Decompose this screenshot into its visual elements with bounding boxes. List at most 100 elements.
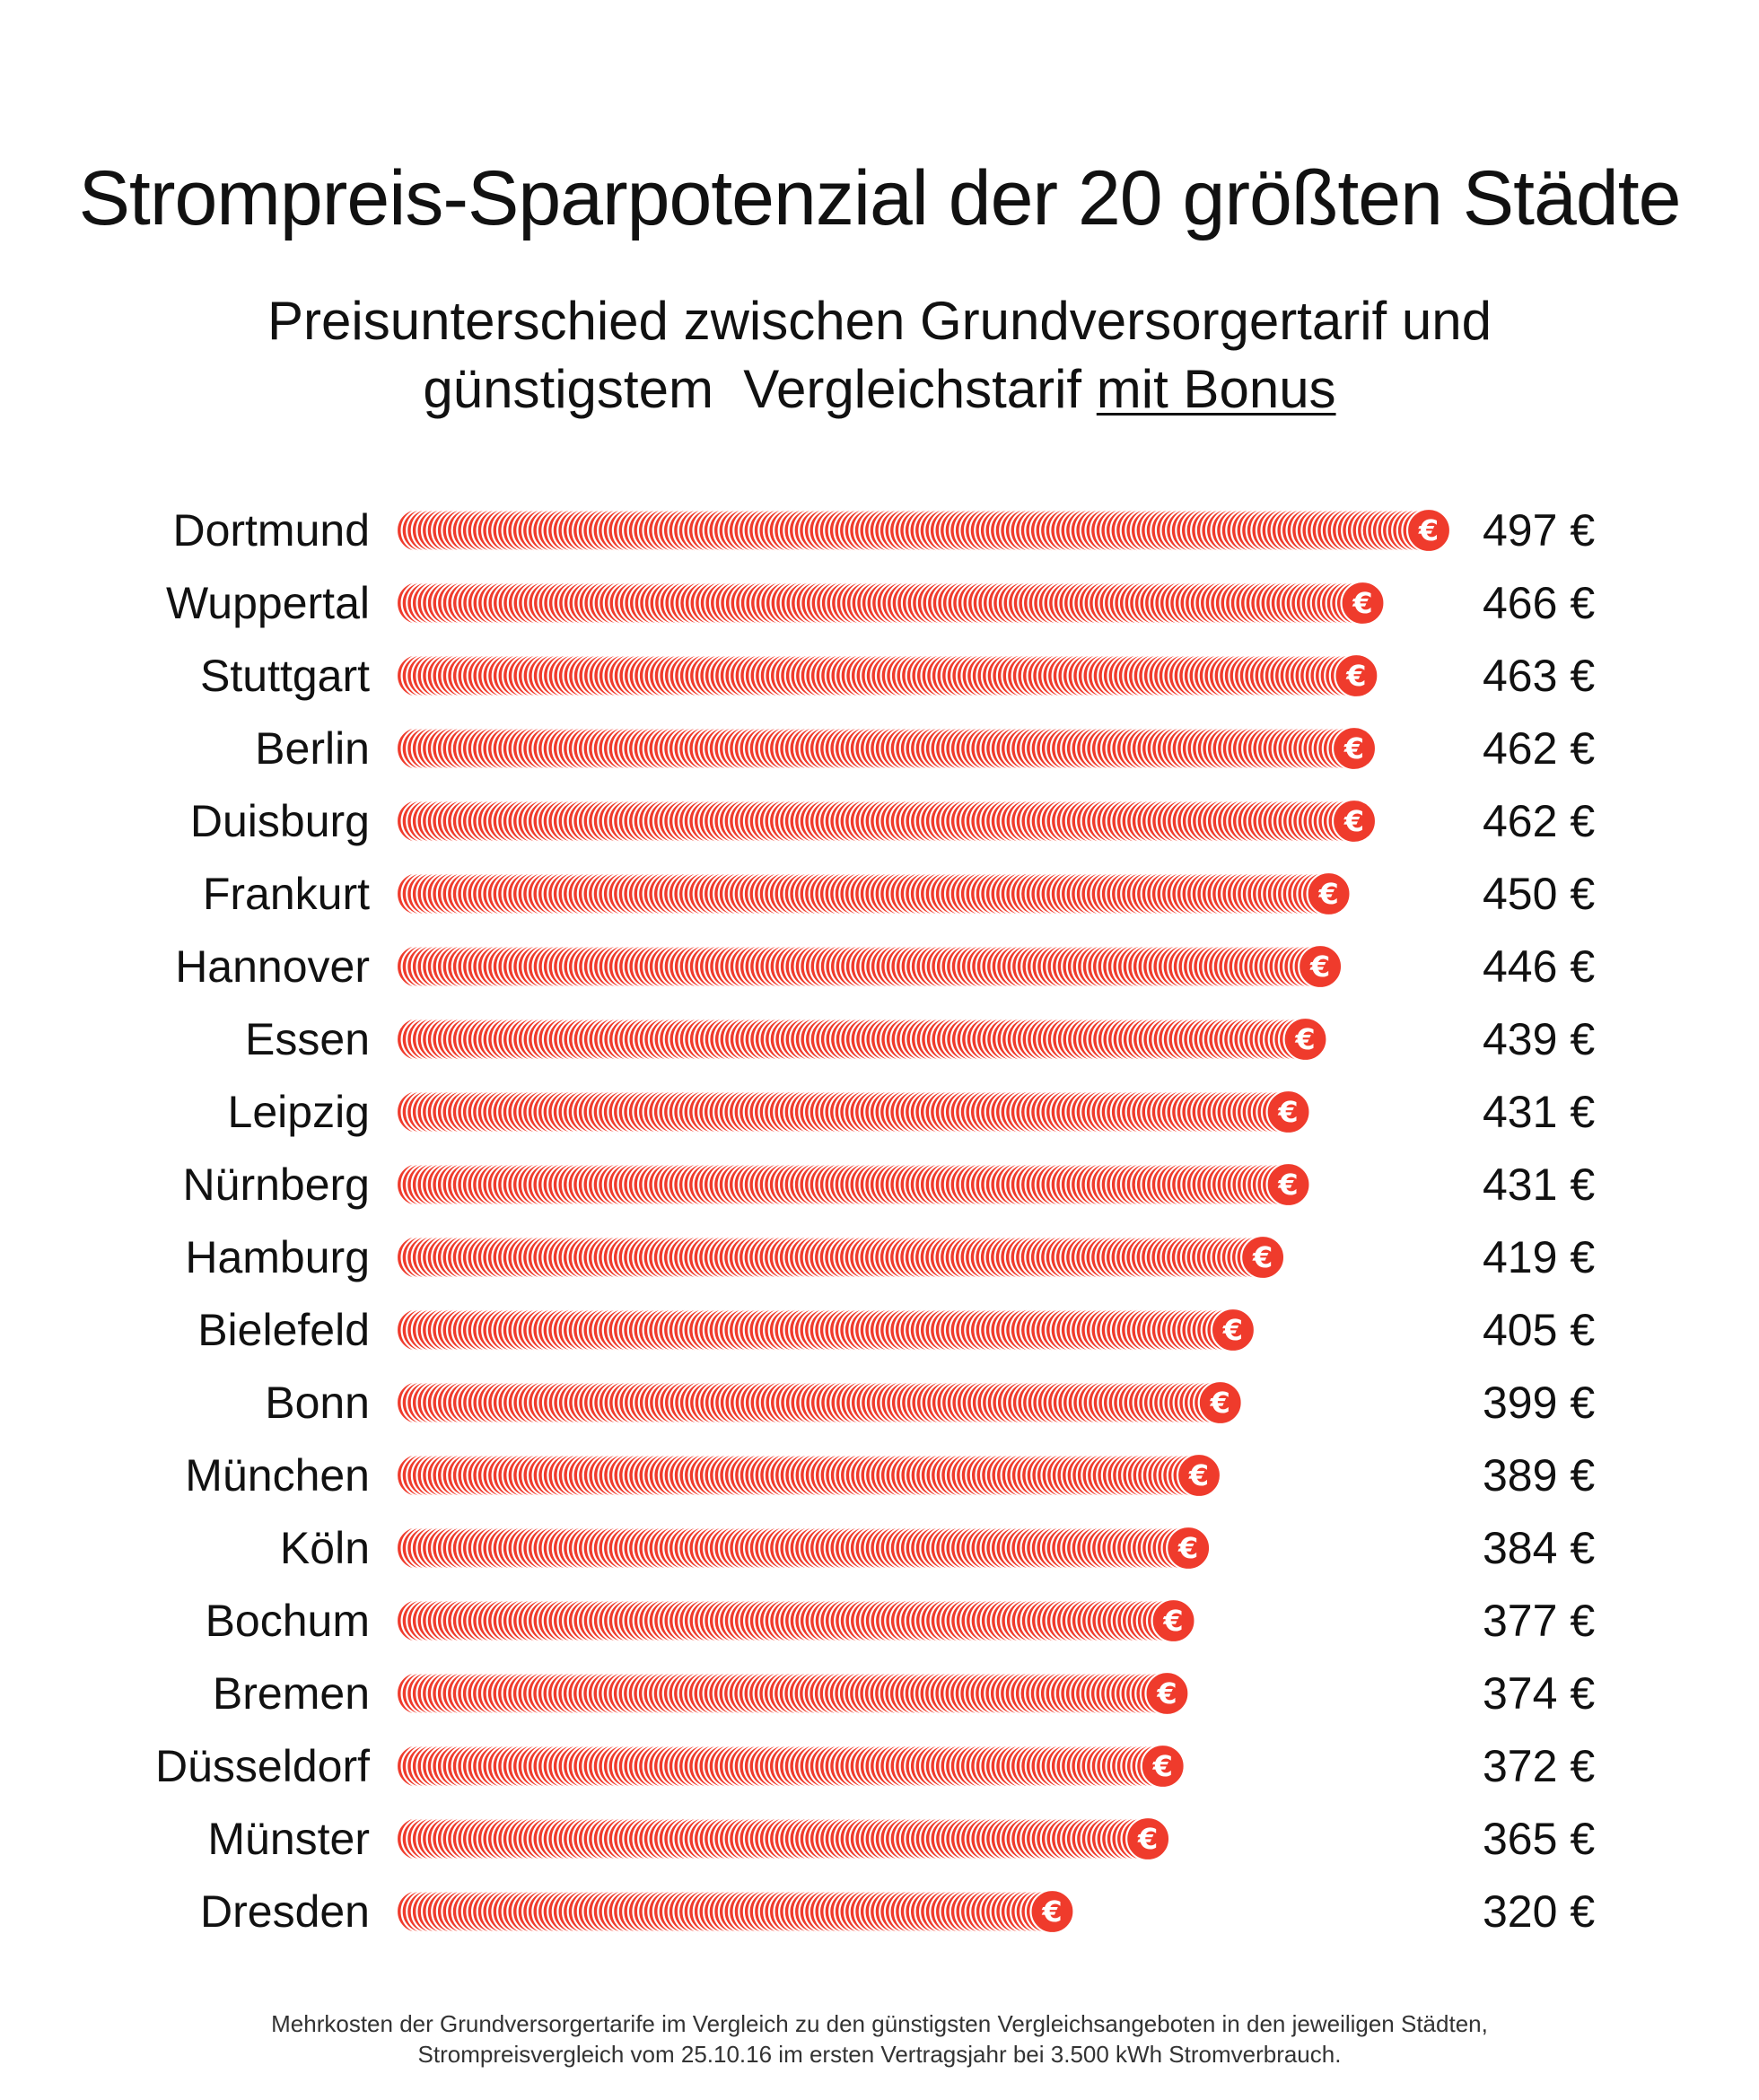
chart-subtitle: Preisunterschied zwischen Grundversorger…	[0, 287, 1759, 424]
category-label: Bielefeld	[197, 1305, 370, 1355]
coin-stack: €	[395, 1816, 1171, 1862]
euro-icon: €	[1137, 1822, 1158, 1856]
coin-front	[1282, 1016, 1328, 1063]
category-label: Leipzig	[227, 1087, 370, 1137]
coin-front	[1334, 652, 1379, 699]
coin-stack: €	[395, 725, 1378, 772]
coin-stack: €	[395, 1161, 1311, 1208]
bar: €	[395, 1450, 1222, 1501]
value-label: 497 €	[1483, 505, 1596, 556]
euro-icon: €	[1177, 1531, 1198, 1565]
coin-front	[1265, 1089, 1311, 1135]
coin-stack: €	[395, 580, 1386, 626]
chart-title: Strompreis-Sparpotenzial der 20 größten …	[78, 155, 1682, 241]
category-label: Bochum	[205, 1596, 370, 1646]
coin-front	[1298, 943, 1343, 990]
euro-icon: €	[1041, 1894, 1062, 1929]
euro-icon: €	[1210, 1386, 1230, 1420]
euro-icon: €	[1188, 1458, 1209, 1492]
coin-stack: €	[395, 1743, 1186, 1789]
euro-icon: €	[1418, 513, 1439, 547]
category-label: Dresden	[200, 1886, 370, 1937]
bar: €	[395, 1596, 1197, 1646]
euro-icon: €	[1222, 1313, 1243, 1347]
euro-icon: €	[1343, 731, 1364, 766]
coin-stack: €	[395, 1307, 1256, 1353]
footnote: Mehrkosten der Grundversorgertarife im V…	[0, 2008, 1759, 2069]
value-label: 439 €	[1483, 1014, 1596, 1064]
euro-icon: €	[1345, 659, 1366, 693]
bar: €	[395, 505, 1452, 556]
coin-front	[1144, 1670, 1190, 1717]
value-label: 450 €	[1483, 869, 1596, 919]
bar: €	[395, 1232, 1286, 1282]
coin-front	[1340, 580, 1386, 626]
coin-front	[1197, 1379, 1243, 1426]
coin-stack: €	[395, 652, 1379, 699]
coin-front	[1176, 1452, 1222, 1499]
coin-front	[1331, 798, 1378, 844]
category-label: Wuppertal	[166, 578, 370, 628]
coin-front	[1240, 1234, 1286, 1281]
value-label: 431 €	[1483, 1087, 1596, 1137]
bar: €	[395, 869, 1352, 919]
coin-front	[1029, 1888, 1075, 1935]
bar: €	[395, 1014, 1329, 1064]
coin-front	[1405, 507, 1452, 554]
bar: €	[395, 941, 1343, 992]
category-label: Dortmund	[172, 505, 370, 556]
coin-front	[1125, 1816, 1171, 1862]
bar: €	[395, 651, 1379, 701]
coin-front	[1166, 1525, 1212, 1571]
coin-front	[1140, 1743, 1186, 1789]
value-label: 399 €	[1483, 1378, 1596, 1428]
category-label: Bremen	[212, 1668, 370, 1719]
subtitle-line-2: günstigstem Vergleichstarif mit Bonus	[0, 355, 1759, 424]
category-label: Berlin	[255, 723, 370, 774]
bar: €	[395, 1087, 1312, 1137]
coin-stack: €	[395, 798, 1378, 844]
bar: €	[395, 1523, 1212, 1573]
coin-stack: €	[395, 1379, 1243, 1426]
category-label: Düsseldorf	[155, 1741, 370, 1791]
value-label: 365 €	[1483, 1814, 1596, 1864]
coin-stack: €	[395, 1597, 1196, 1644]
subtitle-line-1: Preisunterschied zwischen Grundversorger…	[267, 291, 1492, 351]
euro-icon: €	[1277, 1168, 1298, 1202]
bar: €	[395, 1159, 1312, 1210]
euro-icon: €	[1352, 586, 1372, 620]
coin-stack: €	[395, 1670, 1190, 1717]
coin-stack: €	[395, 507, 1452, 554]
coin-stack: €	[395, 1888, 1075, 1935]
bar: €	[395, 1886, 1075, 1937]
value-label: 446 €	[1483, 941, 1596, 992]
value-label: 384 €	[1483, 1523, 1596, 1573]
value-label: 372 €	[1483, 1741, 1596, 1791]
category-label: Nürnberg	[182, 1159, 370, 1210]
euro-icon: €	[1309, 949, 1330, 984]
bar: €	[395, 1741, 1186, 1791]
value-label: 466 €	[1483, 578, 1596, 628]
euro-icon: €	[1317, 877, 1338, 911]
euro-icon: €	[1277, 1095, 1298, 1129]
value-label: 462 €	[1483, 796, 1596, 846]
coin-stack: €	[395, 943, 1343, 990]
value-label: 405 €	[1483, 1305, 1596, 1355]
coin-stack: €	[395, 1452, 1222, 1499]
value-label: 377 €	[1483, 1596, 1596, 1646]
value-label: 374 €	[1483, 1668, 1596, 1719]
category-label: Hamburg	[185, 1232, 370, 1282]
value-label: 419 €	[1483, 1232, 1596, 1282]
coin-front	[1151, 1597, 1196, 1644]
coin-stack: €	[395, 1016, 1328, 1063]
category-label: Köln	[279, 1523, 370, 1573]
coin-stack: €	[395, 871, 1352, 917]
subtitle-underlined-text: mit Bonus	[1096, 359, 1336, 419]
category-label: München	[185, 1450, 370, 1501]
value-label: 463 €	[1483, 651, 1596, 701]
bar: €	[395, 1814, 1171, 1864]
category-label: Essen	[245, 1014, 370, 1064]
coin-front	[1331, 725, 1378, 772]
footnote-line-1: Mehrkosten der Grundversorgertarife im V…	[271, 2010, 1488, 2037]
category-label: Bonn	[265, 1378, 370, 1428]
